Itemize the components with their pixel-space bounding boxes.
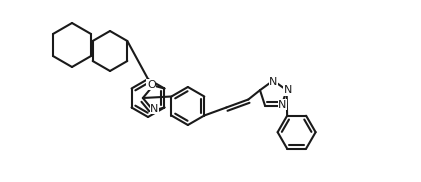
Text: N: N bbox=[278, 100, 287, 110]
Text: N: N bbox=[283, 85, 292, 95]
Text: N: N bbox=[269, 76, 277, 86]
Text: N: N bbox=[150, 104, 158, 114]
Text: O: O bbox=[147, 80, 156, 90]
